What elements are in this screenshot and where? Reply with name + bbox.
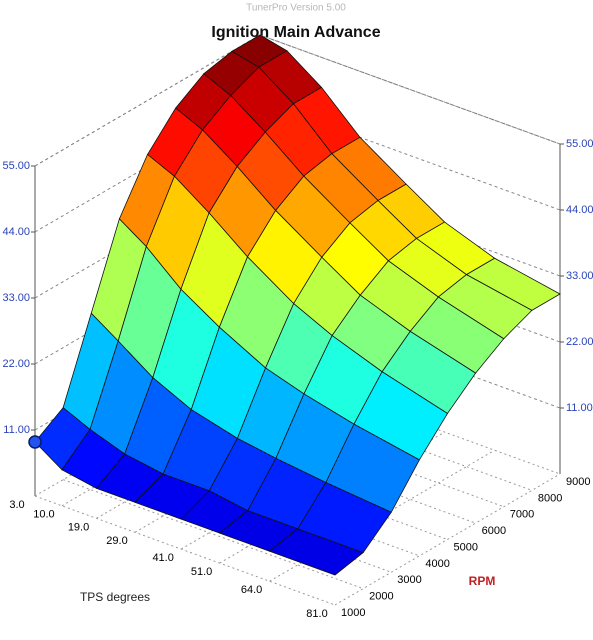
grid-line [175, 413, 476, 524]
y-tick-label: 4000 [425, 558, 449, 570]
grid-line [334, 473, 561, 606]
z-tick-label: 55.00 [566, 138, 593, 150]
x-tick-label: 51.0 [191, 566, 212, 578]
z-tick-label: 33.00 [566, 270, 593, 282]
x-tick-label: 81.0 [306, 608, 327, 620]
x-tick-label: 19.0 [68, 521, 89, 533]
z-tick-label: 11.00 [3, 424, 30, 436]
grid-line [259, 364, 561, 475]
x-tick-label: 10.0 [33, 509, 54, 521]
grid-line [203, 397, 504, 508]
chart-title: Ignition Main Advance [211, 24, 380, 41]
z-tick-label: 44.00 [566, 204, 593, 216]
y-tick-label: 3000 [397, 574, 421, 586]
x-tick-label: 29.0 [106, 535, 127, 547]
x-axis-label: TPS degrees [80, 590, 150, 604]
surface-cell [268, 528, 364, 576]
y-tick-label: 8000 [538, 492, 562, 504]
x-tick-label: 3.0 [9, 499, 24, 511]
grid-line [231, 380, 533, 491]
z-tick-label: 33.00 [2, 292, 30, 304]
box-edge [259, 34, 561, 145]
window-title: TunerPro Version 5.00 [246, 3, 346, 14]
z-tick-label: 11.00 [566, 402, 593, 414]
z-tick-label: 22.00 [2, 358, 30, 370]
y-tick-label: 1000 [341, 607, 365, 619]
y-tick-label: 7000 [510, 509, 534, 521]
y-tick-label: 2000 [369, 591, 393, 603]
grid-line [62, 479, 364, 590]
grid-line [147, 430, 448, 540]
grid-line [34, 495, 336, 606]
y-axis-label: RPM [469, 574, 496, 588]
z-tick-label: 44.00 [2, 226, 30, 238]
cursor-point [28, 435, 42, 449]
x-tick-label: 64.0 [241, 584, 262, 596]
y-tick-label: 6000 [482, 525, 506, 537]
y-tick-label: 5000 [454, 541, 478, 553]
z-tick-label: 22.00 [566, 336, 593, 348]
y-tick-label: 9000 [566, 476, 590, 488]
x-tick-label: 41.0 [152, 552, 173, 564]
z-tick-label: 55.00 [2, 160, 30, 172]
